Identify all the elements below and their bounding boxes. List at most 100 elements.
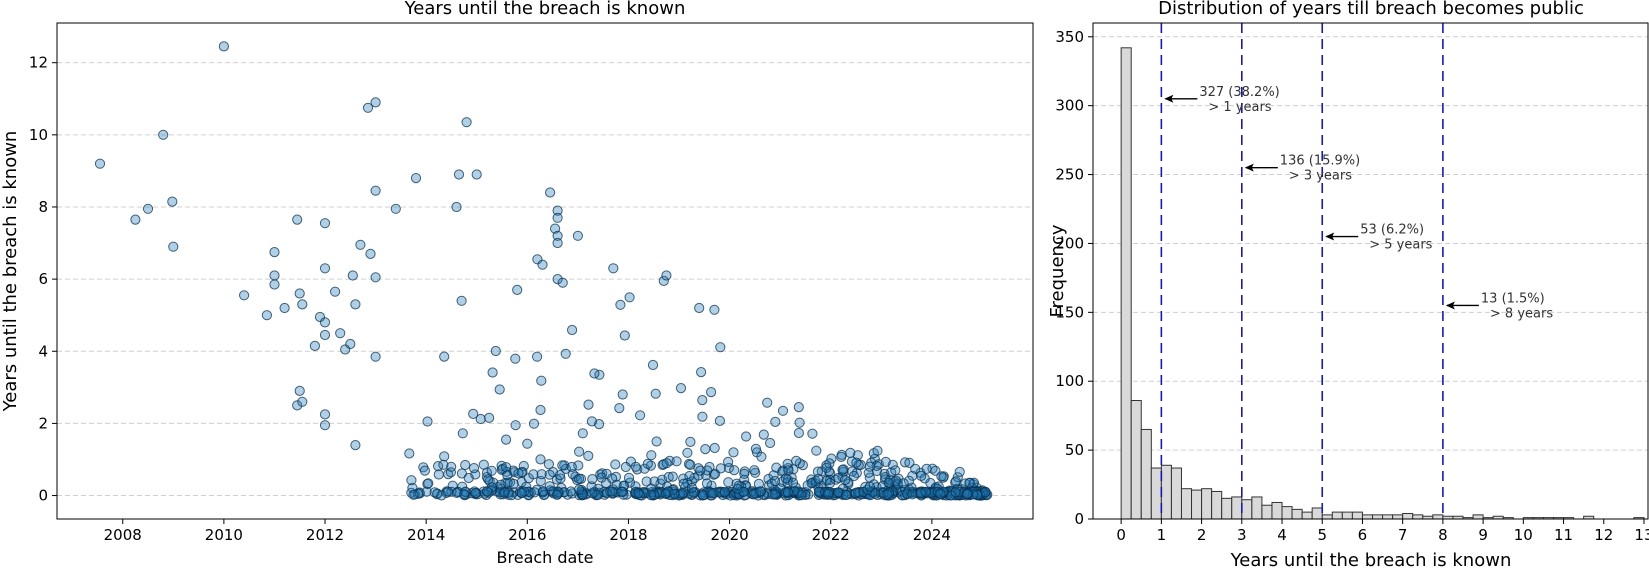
scatter-point — [661, 270, 672, 281]
scatter-y-axis-label: Years until the breach is known — [0, 131, 21, 413]
histogram-panel: Distribution of years till breach become… — [1047, 0, 1649, 570]
scatter-point — [607, 486, 618, 497]
scatter-point — [697, 395, 708, 406]
histogram-bar — [1382, 514, 1394, 520]
scatter-point — [707, 488, 718, 499]
scatter-point — [478, 459, 489, 470]
scatter-point — [279, 302, 290, 314]
histogram-y-tick-label: 250 — [1055, 166, 1084, 184]
histogram-title: Distribution of years till breach become… — [1158, 0, 1584, 19]
scatter-point — [701, 478, 713, 489]
scatter-point — [714, 415, 726, 426]
scatter-point — [439, 351, 450, 362]
histogram-bar — [1130, 400, 1142, 520]
histogram-bar — [1261, 504, 1273, 520]
scatter-point — [782, 487, 794, 498]
scatter-y-tick-label: 10 — [29, 126, 48, 144]
histogram-bar — [1472, 514, 1484, 520]
scatter-point — [765, 437, 776, 449]
histogram-y-axis-label: Frequency — [1047, 224, 1068, 317]
scatter-y-tick-label: 6 — [38, 270, 48, 288]
histogram-plot-area — [1092, 22, 1649, 520]
scatter-point — [882, 489, 893, 500]
scatter-point — [728, 447, 739, 458]
histogram-y-ticks: 0 50 100 150 200 250 300 350 — [1055, 28, 1093, 528]
histogram-bar — [1271, 501, 1283, 520]
scatter-point — [715, 463, 726, 474]
histogram-x-tick-label: 13 — [1634, 526, 1649, 544]
scatter-point — [544, 469, 555, 480]
histogram-x-tick-label: 7 — [1398, 526, 1408, 544]
scatter-point — [445, 467, 456, 478]
scatter-point — [880, 456, 891, 467]
histogram-bar — [1341, 511, 1353, 520]
scatter-point — [350, 299, 361, 310]
scatter-point — [649, 489, 660, 500]
scatter-point — [142, 203, 154, 214]
histogram-gridlines — [1093, 36, 1648, 520]
scatter-point — [840, 489, 851, 501]
histogram-x-tick-label: 0 — [1116, 526, 1126, 544]
scatter-point — [762, 397, 773, 408]
histogram-bar — [1392, 514, 1404, 520]
scatter-point — [964, 477, 975, 488]
scatter-point — [522, 438, 533, 449]
scatter-point — [292, 400, 303, 411]
scatter-point — [294, 385, 305, 396]
scatter-point — [269, 279, 280, 290]
scatter-point — [345, 338, 356, 350]
scatter-point — [538, 486, 549, 497]
scatter-point — [319, 409, 331, 420]
scatter-point — [851, 457, 862, 468]
scatter-point — [738, 486, 749, 497]
scatter-point — [463, 472, 474, 484]
scatter-point — [950, 476, 962, 487]
scatter-point — [903, 475, 915, 486]
scatter-point — [907, 489, 918, 500]
histogram-y-tick-label: 50 — [1065, 441, 1084, 459]
scatter-point — [633, 488, 644, 499]
scatter-point — [678, 487, 689, 498]
scatter-point — [837, 464, 848, 475]
scatter-point — [319, 218, 331, 229]
scatter-point — [645, 490, 657, 501]
scatter-x-tick-label: 2020 — [710, 526, 748, 544]
scatter-point — [650, 388, 661, 399]
scatter-point — [950, 487, 961, 498]
scatter-point — [732, 483, 743, 494]
scatter-panel: Years until the breach is known 2008 2010… — [0, 0, 1034, 567]
scatter-point — [678, 473, 689, 484]
scatter-x-tick-label: 2010 — [205, 526, 243, 544]
scatter-point — [872, 445, 883, 456]
histogram-bar — [1251, 496, 1263, 520]
scatter-point — [551, 489, 563, 500]
scatter-point — [617, 389, 628, 400]
scatter-point — [685, 459, 696, 470]
scatter-point — [791, 455, 802, 466]
scatter-point — [755, 486, 766, 497]
histogram-x-tick-label: 12 — [1594, 526, 1613, 544]
scatter-point — [532, 351, 543, 362]
scatter-point — [610, 459, 621, 470]
scatter-point — [408, 489, 419, 500]
scatter-point — [739, 468, 750, 479]
scatter-point — [793, 427, 805, 439]
scatter-title: Years until the breach is known — [404, 0, 686, 19]
scatter-point — [741, 431, 752, 442]
scatter-point — [552, 237, 563, 249]
scatter-x-axis-label: Breach date — [497, 548, 594, 567]
scatter-point — [457, 428, 468, 439]
histogram-bar — [1231, 496, 1243, 520]
scatter-point — [898, 478, 909, 489]
scatter-point — [651, 436, 662, 447]
scatter-point — [443, 486, 454, 497]
annotation-arrowhead — [1445, 301, 1455, 310]
histogram-bar — [1221, 497, 1233, 520]
scatter-point — [390, 203, 401, 214]
scatter-point — [686, 482, 698, 493]
scatter-point — [596, 472, 607, 483]
scatter-point — [719, 486, 731, 497]
scatter-point — [483, 487, 494, 498]
scatter-point — [294, 288, 305, 299]
